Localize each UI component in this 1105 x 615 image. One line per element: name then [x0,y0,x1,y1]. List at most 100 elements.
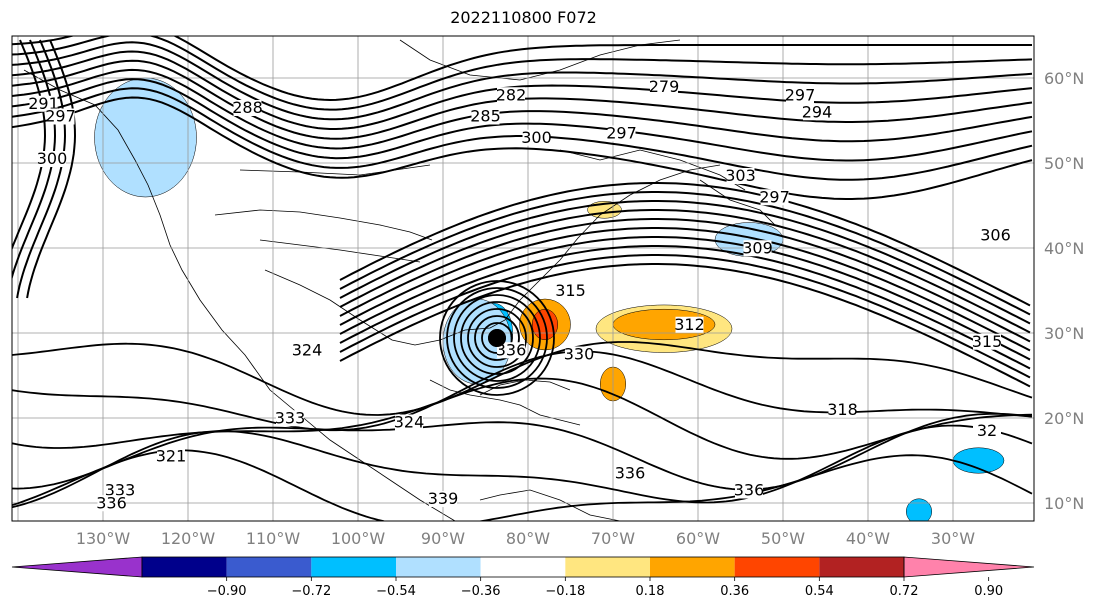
cyclone-contour [439,280,555,396]
colorbar-segment [396,557,481,577]
colorbar-tick-label: −0.36 [461,584,501,599]
latitude-label: 60°N [1044,69,1084,88]
longitude-label: 50°W [761,529,805,548]
contour-label-bg [429,491,457,507]
contour-label-bg [157,448,185,465]
contour-label-bg [46,108,75,125]
contour-label: 324 [394,413,425,432]
contour-label: 282 [496,85,527,104]
longitude-label: 130°W [76,529,131,548]
latitude-label: 40°N [1044,239,1084,258]
longitude-label: 60°W [676,529,720,548]
contour-label: 285 [470,107,501,126]
colorbar-frame [141,556,905,578]
contour-label-bg [803,104,831,121]
colorbar-tick-label: 0.90 [974,584,1003,599]
contour-label-bg [565,346,593,363]
contour-line [339,191,1031,316]
latitude-label: 50°N [1044,154,1084,173]
colorbar-tick-label: −0.18 [545,584,585,599]
contour-label-bg [675,316,704,333]
contour-line [339,245,1031,370]
contour-label: 315 [555,281,586,300]
colorbar-segment [226,557,312,577]
contour-label-bg [38,151,66,167]
colorbar-tick-label: −0.72 [291,584,331,599]
colorbar: −0.90 −0.72 −0.54 −0.36 −0.18 0.18 0.36 0.54 0.7… [11,556,1035,599]
lat-lon-grid [12,36,1034,521]
colorbar-extend-right [903,556,1035,578]
contour-label: 333 [275,408,306,427]
colorbar-segment [311,557,396,577]
colorbar-tick-label: 0.18 [636,584,665,599]
contour-label: 312 [674,315,705,334]
longitude-label: 90°W [421,529,465,548]
contour-label-bg [743,240,772,257]
contour-line [26,39,77,299]
colorbar-tick-label: −0.90 [207,584,247,599]
contour-line [12,96,1033,200]
contour-line [12,341,1033,416]
contour-label-bg [973,333,1001,350]
contour-label-bg [97,495,126,512]
contour-label: 315 [972,332,1003,351]
contour-label: 279 [649,77,680,96]
contour-label: 297 [759,187,790,206]
contour-label-bg [607,125,636,142]
contour-label-bg [828,401,857,418]
contour-label: 330 [564,345,595,364]
cyclone-contour [474,315,520,361]
contour-line [12,78,1033,162]
colorbar-tick-label: 0.36 [720,584,749,599]
contour-label: 291 [28,94,59,113]
contour-label: 336 [96,493,127,512]
contour-line [339,209,1031,334]
coastlines [23,39,776,521]
longitude-label: 80°W [506,529,550,548]
contour-label: 297 [606,124,637,143]
colorbar-segment [650,557,735,577]
contour-label-bg [497,87,525,104]
contour-line [12,424,1033,509]
contour-label: 336 [734,481,765,500]
contour-line [339,200,1031,325]
longitude-label: 120°W [161,529,216,548]
contour-label: 309 [742,238,773,257]
colorbar-segment [142,557,227,577]
contour-line [12,39,47,251]
colorbar-tick-label: −0.54 [376,584,416,599]
contour-label-bg [556,282,585,299]
contour-label-bg [106,482,134,499]
colorbar-tick-label: 0.54 [805,584,834,599]
contour-label-bg [973,423,1001,439]
contour-line [339,236,1031,361]
cyclone-contour [453,294,541,382]
contour-line [339,263,1031,388]
contour-label-bg [497,342,525,359]
contour-line [12,39,57,281]
contour-label: 288 [232,98,263,117]
latitude-label: 10°N [1044,494,1084,513]
contour-line [12,41,1033,121]
contour-label: 324 [292,340,323,359]
latitude-labels: 60°N 50°N 40°N 30°N 20°N 10°N [1044,69,1084,513]
cyclone-contour [460,301,534,375]
map-title: 2022110800 F072 [450,8,597,27]
contour-label-bg [276,410,304,427]
low-pressure-center [488,329,506,347]
longitude-label: 30°W [931,529,975,548]
contour-line [12,377,1033,460]
contour-label: 336 [496,340,527,359]
contour-label-bg [471,108,500,125]
colorbar-extend-left [11,556,143,578]
contour-label-bg [760,189,789,206]
colorbar-segment [819,557,904,577]
contour-line [12,350,1033,432]
contour-label-bg [981,227,1010,244]
contour-label-bg [735,482,763,499]
contour-line [12,412,1033,491]
shaded-region [906,498,932,521]
contour-line [12,68,1033,150]
